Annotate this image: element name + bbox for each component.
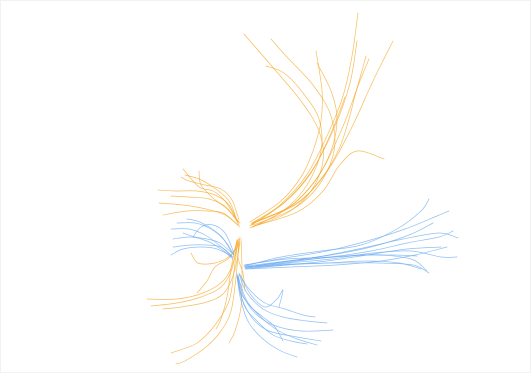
- orange-trail-2: [251, 40, 358, 224]
- blue-trail-18: [192, 224, 235, 254]
- orange-trail-5: [253, 40, 394, 223]
- orange-trail-14: [170, 195, 239, 224]
- orange-trail-12: [252, 58, 370, 224]
- blue-trail-25: [238, 272, 316, 318]
- orange-trail-29: [190, 240, 239, 265]
- blue-trail-17: [186, 218, 233, 254]
- orange-trail-25: [175, 241, 240, 365]
- blue-trail-3: [244, 210, 450, 266]
- blue-trail-23: [238, 273, 328, 324]
- orange-trail-7: [243, 33, 324, 228]
- blue-trail-19: [182, 232, 235, 256]
- blue-trail-14: [170, 228, 233, 258]
- blue-trail-15: [176, 222, 235, 256]
- blue-trail-29: [237, 275, 318, 346]
- blue-trail-4: [245, 250, 458, 269]
- orange-trail-11: [249, 50, 323, 223]
- orange-trail-20: [182, 168, 239, 223]
- blue-trail-26: [237, 276, 308, 345]
- blue-trail-13: [172, 236, 234, 260]
- orange-trail-9: [250, 62, 338, 225]
- orange-trail-8: [252, 38, 336, 226]
- blue-trail-24: [236, 275, 298, 358]
- blue-trail-21: [237, 274, 334, 332]
- blue-trail-9: [243, 230, 454, 266]
- orange-trail-27: [228, 238, 243, 344]
- orange-trail-23: [162, 242, 241, 310]
- orange-trail-17: [180, 176, 240, 221]
- blue-trails-group: [170, 198, 459, 358]
- orange-trail-13: [157, 189, 240, 226]
- orange-trail-21: [146, 238, 240, 300]
- blue-trail-8: [244, 260, 422, 270]
- orange-trail-6: [249, 65, 323, 229]
- orange-trail-22: [150, 240, 238, 307]
- blue-trail-16: [170, 246, 234, 258]
- blue-trail-5: [246, 262, 430, 274]
- orange-trail-10: [253, 150, 385, 227]
- blue-trail-12: [245, 246, 448, 270]
- orange-trails-group: [146, 12, 394, 365]
- orange-trail-16: [184, 174, 238, 222]
- orange-trail-3: [252, 55, 367, 228]
- blue-trail-6: [244, 198, 430, 267]
- blue-trail-28: [239, 274, 284, 308]
- blue-trail-10: [244, 222, 434, 267]
- blue-trail-20: [172, 244, 233, 257]
- orange-trail-15: [158, 202, 241, 228]
- orange-trail-30: [196, 243, 240, 294]
- blue-trail-27: [236, 273, 284, 342]
- orange-trail-18: [162, 210, 239, 226]
- blue-trail-11: [243, 254, 418, 268]
- orange-trail-19: [198, 170, 241, 224]
- orange-trail-4: [250, 96, 346, 226]
